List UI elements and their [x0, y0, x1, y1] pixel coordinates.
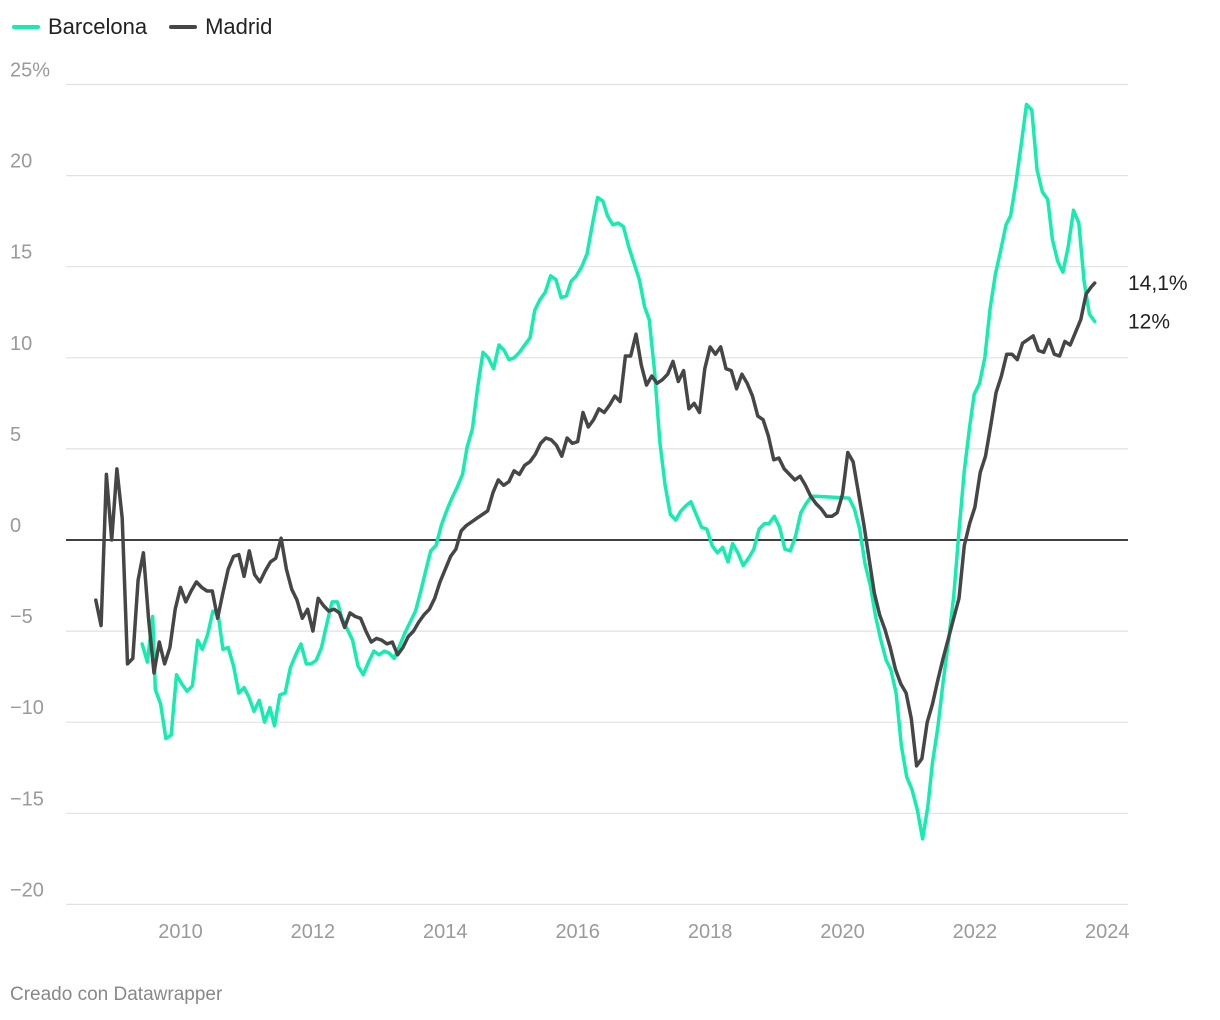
y-tick-label: 10 [10, 333, 32, 355]
series-line-barcelona [140, 102, 1097, 841]
legend-item-barcelona[interactable]: Barcelona [12, 14, 147, 40]
x-tick-label: 2016 [555, 921, 600, 943]
y-tick-label: −5 [10, 606, 33, 628]
y-tick-label: 20 [10, 151, 32, 173]
footer-credit: Creado con Datawrapper [10, 984, 223, 1005]
y-tick-label: 15 [10, 242, 32, 264]
x-tick-label: 2024 [1085, 921, 1130, 943]
x-tick-label: 2014 [423, 921, 468, 943]
y-tick-label: −15 [10, 788, 44, 810]
end-label-madrid: 14,1% [1128, 272, 1188, 295]
y-tick-label: 5 [10, 424, 21, 446]
y-tick-label: 0 [10, 515, 21, 537]
x-tick-label: 2020 [820, 921, 865, 943]
y-tick-label: −10 [10, 697, 44, 719]
legend-swatch-madrid [169, 25, 198, 29]
legend-item-madrid[interactable]: Madrid [169, 14, 272, 40]
x-tick-label: 2010 [158, 921, 203, 943]
legend-label-barcelona: Barcelona [48, 14, 148, 39]
x-tick-label: 2012 [291, 921, 336, 943]
legend-swatch-barcelona [12, 25, 40, 29]
end-label-barcelona: 12% [1128, 310, 1170, 333]
legend-label-madrid: Madrid [205, 14, 273, 39]
series-line-madrid [94, 281, 1097, 768]
legend: Barcelona Madrid [12, 14, 272, 40]
y-tick-label: 25% [10, 60, 50, 82]
x-tick-label: 2022 [953, 921, 998, 943]
y-tick-label: −20 [10, 879, 44, 901]
x-tick-label: 2018 [688, 921, 733, 943]
